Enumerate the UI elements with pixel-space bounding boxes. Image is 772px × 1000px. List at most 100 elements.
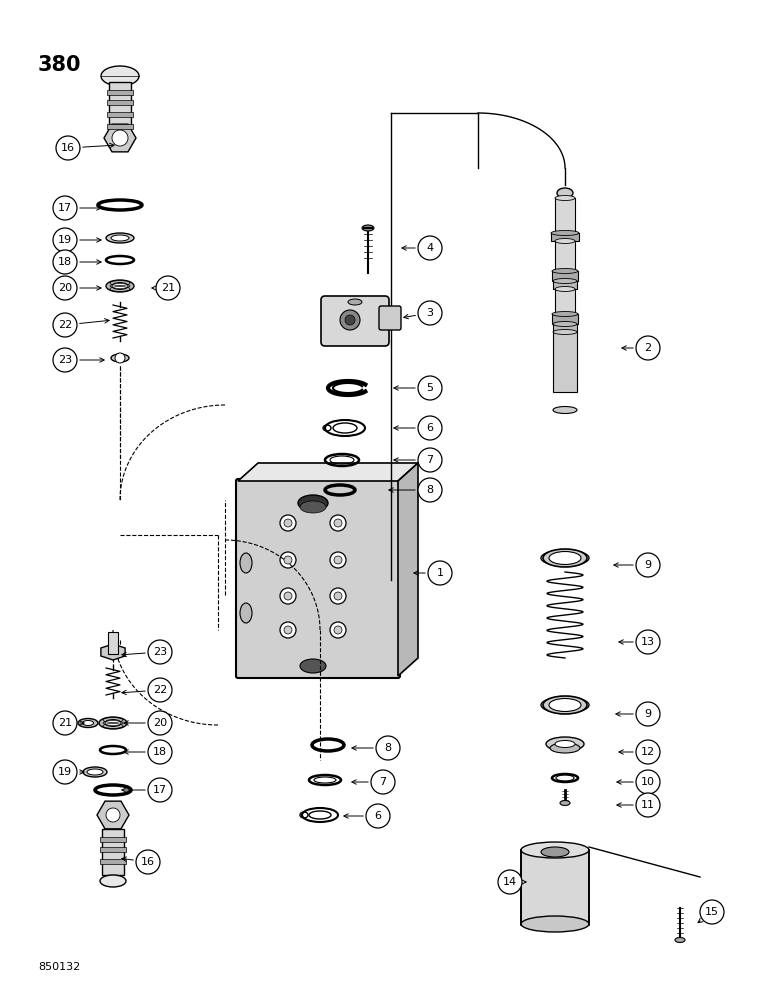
Circle shape [53,196,77,220]
Text: 13: 13 [641,637,655,647]
Text: 11: 11 [641,800,655,810]
Circle shape [636,702,660,726]
Text: 16: 16 [61,143,75,153]
Bar [107,112,133,117]
Ellipse shape [240,603,252,623]
Polygon shape [97,801,129,829]
Text: 14: 14 [503,877,517,887]
Text: 1: 1 [436,568,443,578]
Ellipse shape [362,225,374,231]
Ellipse shape [99,717,127,729]
Circle shape [56,136,80,160]
Text: 6: 6 [426,423,434,433]
Circle shape [418,416,442,440]
Ellipse shape [557,188,573,198]
Circle shape [53,276,77,300]
Bar [107,124,133,129]
Bar [553,281,577,289]
Bar [551,233,579,241]
Ellipse shape [551,231,579,235]
Bar [108,632,118,654]
Ellipse shape [549,552,581,564]
Circle shape [53,250,77,274]
Polygon shape [238,463,418,481]
Ellipse shape [555,740,575,748]
Text: 2: 2 [645,343,652,353]
Circle shape [418,376,442,400]
Bar [102,829,124,875]
Bar [109,82,131,128]
Ellipse shape [675,938,685,942]
Text: 23: 23 [58,355,72,365]
Circle shape [280,588,296,604]
Circle shape [334,626,342,634]
FancyBboxPatch shape [321,296,389,346]
Text: 15: 15 [705,907,719,917]
Text: 4: 4 [426,243,434,253]
Text: 18: 18 [58,257,72,267]
Circle shape [53,711,77,735]
Text: 10: 10 [641,777,655,787]
Bar [555,289,575,314]
Ellipse shape [111,354,129,362]
Text: 20: 20 [58,283,72,293]
Circle shape [280,552,296,568]
Circle shape [334,592,342,600]
Ellipse shape [111,235,129,241]
Ellipse shape [555,286,575,292]
Circle shape [148,711,172,735]
Circle shape [280,515,296,531]
Ellipse shape [546,737,584,751]
Text: 22: 22 [58,320,72,330]
Circle shape [418,478,442,502]
Bar [107,100,133,105]
Ellipse shape [348,299,362,305]
FancyBboxPatch shape [379,306,401,330]
Ellipse shape [240,553,252,573]
Ellipse shape [553,330,577,334]
Text: 7: 7 [426,455,434,465]
Bar [552,314,578,324]
Text: 9: 9 [645,560,652,570]
Circle shape [418,301,442,325]
Ellipse shape [553,278,577,284]
Bar [552,271,578,281]
Bar [100,859,126,864]
Bar [100,837,126,842]
Circle shape [284,626,292,634]
Text: 22: 22 [153,685,167,695]
Circle shape [53,313,77,337]
Polygon shape [398,463,418,676]
Circle shape [53,228,77,252]
Circle shape [284,592,292,600]
Bar [555,241,575,271]
Ellipse shape [78,718,98,728]
Circle shape [700,900,724,924]
Circle shape [148,640,172,664]
Ellipse shape [553,406,577,414]
Ellipse shape [298,495,328,511]
Ellipse shape [300,501,326,513]
Circle shape [418,236,442,260]
Circle shape [371,770,395,794]
Ellipse shape [87,769,103,775]
Circle shape [330,588,346,604]
Circle shape [334,519,342,527]
Ellipse shape [555,196,575,200]
Ellipse shape [549,698,581,712]
Text: 20: 20 [153,718,167,728]
Text: 8: 8 [426,485,434,495]
Ellipse shape [112,282,128,290]
Bar [553,324,577,332]
Text: 23: 23 [153,647,167,657]
Ellipse shape [543,549,587,567]
Ellipse shape [106,280,134,292]
Text: 850132: 850132 [38,962,80,972]
Circle shape [106,808,120,822]
Ellipse shape [555,238,575,243]
Circle shape [636,793,660,817]
Circle shape [330,552,346,568]
Bar [107,90,133,95]
Circle shape [115,353,125,363]
Circle shape [636,770,660,794]
